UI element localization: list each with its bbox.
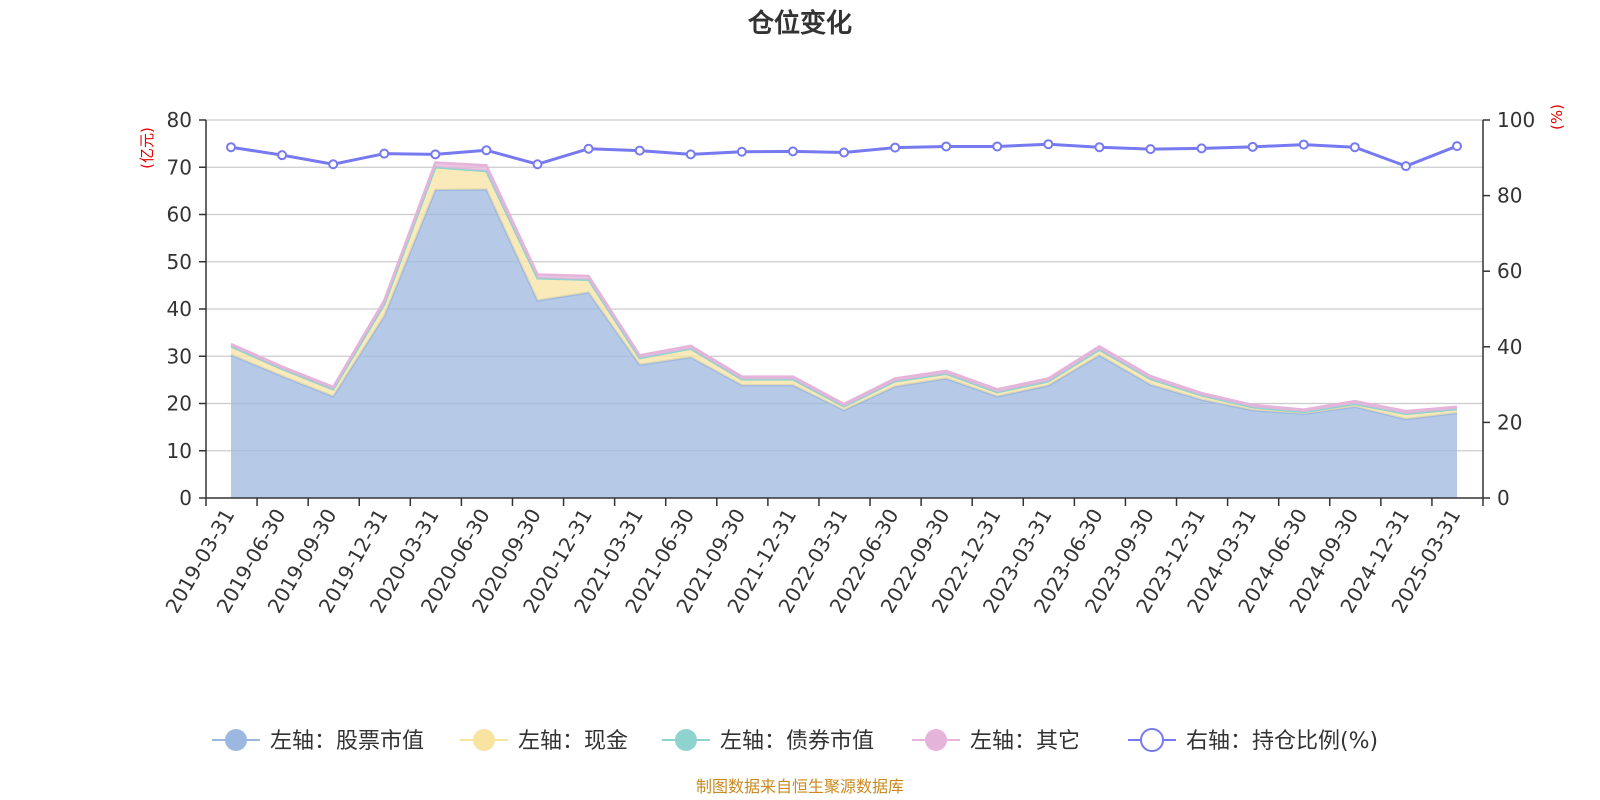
ratio-point [1043, 139, 1054, 150]
left-tick-label: 10 [167, 439, 192, 463]
legend-marker [1140, 728, 1164, 752]
chart-title: 仓位变化 [747, 8, 852, 39]
legend-label: 左轴：债券市值 [720, 729, 874, 754]
ratio-point [1196, 143, 1207, 154]
right-tick-label: 100 [1497, 108, 1535, 132]
ratio-point [532, 159, 543, 170]
ratio-point [328, 159, 339, 170]
ratio-point [481, 145, 492, 156]
ratio-point [736, 146, 747, 157]
ratio-point [430, 149, 441, 160]
data-source-note: 制图数据来自恒生聚源数据库 [696, 777, 904, 796]
legend-marker [925, 729, 947, 751]
legend-label: 右轴：持仓比例(%) [1186, 729, 1378, 754]
ratio-point [1247, 141, 1258, 152]
right-tick-label: 40 [1497, 335, 1522, 359]
ratio-point [992, 141, 1003, 152]
ratio-point [1400, 161, 1411, 172]
legend-label: 左轴：股票市值 [270, 729, 424, 754]
ratio-point [685, 149, 696, 160]
ratio-point [1094, 142, 1105, 153]
right-tick-label: 0 [1497, 486, 1510, 510]
ratio-point [277, 150, 288, 161]
right-tick-label: 60 [1497, 259, 1522, 283]
left-tick-label: 0 [179, 486, 192, 510]
legend-marker [675, 729, 697, 751]
ratio-point [583, 143, 594, 154]
left-axis-unit: (亿元) [138, 127, 156, 169]
legend: 左轴：股票市值 左轴：现金 左轴：债券市值 左轴：其它 右轴：持仓比例(%) [212, 728, 1378, 754]
position-ratio-line [226, 139, 1462, 172]
left-tick-label: 70 [167, 155, 192, 179]
right-tick-label: 80 [1497, 184, 1522, 208]
left-tick-label: 40 [167, 297, 192, 321]
legend-label: 左轴：其它 [970, 729, 1080, 754]
left-tick-label: 60 [167, 203, 192, 227]
left-tick-label: 20 [167, 392, 192, 416]
left-tick-label: 30 [167, 344, 192, 368]
legend-label: 左轴：现金 [518, 729, 628, 754]
ratio-point [1298, 139, 1309, 150]
ratio-point [1452, 141, 1462, 152]
ratio-point [839, 147, 849, 158]
ratio-point [379, 148, 390, 159]
legend-marker [473, 729, 495, 751]
ratio-point [941, 141, 952, 152]
stacked-area-edge [230, 161, 1458, 413]
ratio-point [226, 142, 236, 153]
legend-marker [225, 729, 247, 751]
ratio-point [1145, 144, 1156, 155]
stacked-areas [230, 161, 1458, 498]
ratio-point [1349, 142, 1360, 153]
left-tick-label: 50 [167, 250, 192, 274]
right-tick-label: 20 [1497, 410, 1522, 434]
ratio-point [890, 142, 901, 153]
right-axis-unit: (%) [1548, 104, 1566, 130]
stacked-area [231, 189, 1457, 498]
ratio-point [787, 146, 798, 157]
ratio-point [634, 145, 645, 156]
left-tick-label: 80 [167, 108, 192, 132]
